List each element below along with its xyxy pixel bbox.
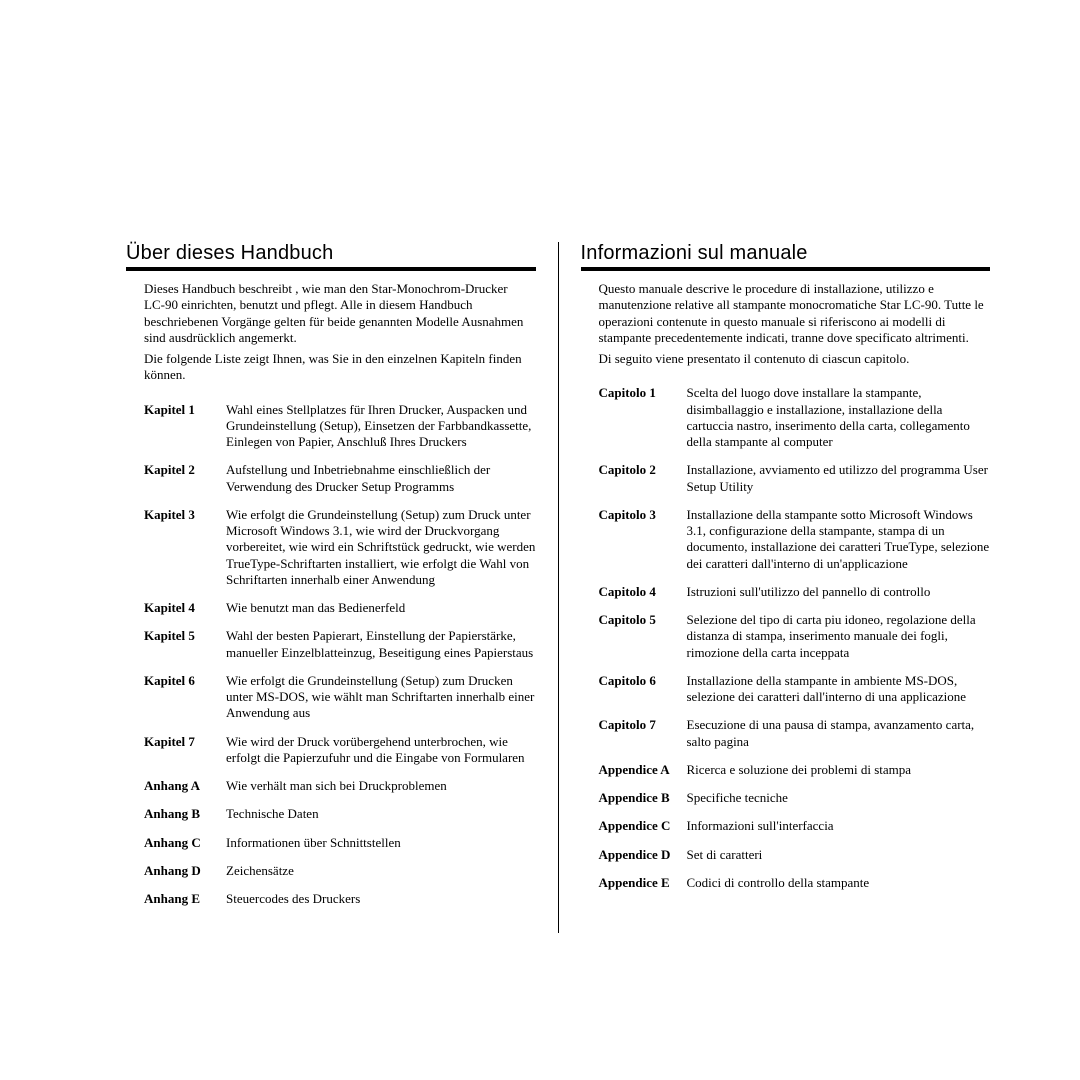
toc-label: Capitolo 6 [599,673,687,706]
toc-label: Capitolo 4 [599,584,687,600]
toc-desc: Installazione della stampante sotto Micr… [687,507,991,572]
toc-label: Kapitel 5 [144,628,226,661]
toc-desc: Scelta del luogo dove installare la stam… [687,385,991,450]
toc-desc: Esecuzione di una pausa di stampa, avanz… [687,717,991,750]
intro-italian-p1: Questo manuale descrive le procedure di … [599,281,987,346]
toc-row: Appendice C Informazioni sull'interfacci… [599,818,991,834]
intro-german-p1: Dieses Handbuch beschreibt , wie man den… [144,281,532,346]
toc-row: Appendice A Ricerca e soluzione dei prob… [599,762,991,778]
toc-label: Kapitel 3 [144,507,226,588]
toc-desc: Steuercodes des Druckers [226,891,536,907]
toc-label: Capitolo 3 [599,507,687,572]
heading-rule-italian [581,267,991,271]
toc-desc: Wahl eines Stellplatzes für Ihren Drucke… [226,402,536,451]
toc-label: Kapitel 6 [144,673,226,722]
toc-row: Kapitel 5 Wahl der besten Papierart, Ein… [144,628,536,661]
toc-desc: Informationen über Schnittstellen [226,835,536,851]
manual-page: Über dieses Handbuch Dieses Handbuch bes… [0,0,1080,1080]
toc-row: Kapitel 3 Wie erfolgt die Grundeinstellu… [144,507,536,588]
toc-label: Appendice D [599,847,687,863]
toc-row: Capitolo 6 Installazione della stampante… [599,673,991,706]
toc-label: Anhang D [144,863,226,879]
toc-desc: Ricerca e soluzione dei problemi di stam… [687,762,991,778]
toc-label: Kapitel 2 [144,462,226,495]
toc-desc: Selezione del tipo di carta piu idoneo, … [687,612,991,661]
toc-german: Kapitel 1 Wahl eines Stellplatzes für Ih… [144,402,536,908]
toc-row: Kapitel 4 Wie benutzt man das Bedienerfe… [144,600,536,616]
toc-desc: Wie erfolgt die Grundeinstellung (Setup)… [226,673,536,722]
toc-desc: Wie benutzt man das Bedienerfeld [226,600,536,616]
toc-desc: Codici di controllo della stampante [687,875,991,891]
toc-label: Capitolo 1 [599,385,687,450]
toc-row: Capitolo 2 Installazione, avviamento ed … [599,462,991,495]
toc-label: Anhang C [144,835,226,851]
toc-label: Capitolo 5 [599,612,687,661]
toc-label: Capitolo 7 [599,717,687,750]
toc-row: Anhang B Technische Daten [144,806,536,822]
toc-desc: Wie verhält man sich bei Druckproblemen [226,778,536,794]
toc-desc: Zeichensätze [226,863,536,879]
toc-label: Appendice B [599,790,687,806]
toc-desc: Aufstellung und Inbetriebnahme einschlie… [226,462,536,495]
toc-row: Capitolo 1 Scelta del luogo dove install… [599,385,991,450]
toc-row: Capitolo 7 Esecuzione di una pausa di st… [599,717,991,750]
column-italian: Informazioni sul manuale Questo manuale … [558,242,991,933]
heading-italian: Informazioni sul manuale [581,242,991,265]
toc-desc: Technische Daten [226,806,536,822]
toc-label: Anhang B [144,806,226,822]
toc-row: Capitolo 3 Installazione della stampante… [599,507,991,572]
toc-row: Kapitel 1 Wahl eines Stellplatzes für Ih… [144,402,536,451]
toc-label: Kapitel 1 [144,402,226,451]
heading-german: Über dieses Handbuch [126,242,536,265]
toc-label: Kapitel 7 [144,734,226,767]
intro-german-p2: Die folgende Liste zeigt Ihnen, was Sie … [144,351,532,384]
heading-rule-german [126,267,536,271]
toc-label: Appendice E [599,875,687,891]
toc-desc: Wie erfolgt die Grundeinstellung (Setup)… [226,507,536,588]
toc-row: Appendice B Specifiche tecniche [599,790,991,806]
toc-row: Anhang E Steuercodes des Druckers [144,891,536,907]
toc-label: Anhang E [144,891,226,907]
toc-desc: Wie wird der Druck vorübergehend unterbr… [226,734,536,767]
toc-label: Capitolo 2 [599,462,687,495]
toc-label: Appendice A [599,762,687,778]
toc-label: Anhang A [144,778,226,794]
toc-desc: Specifiche tecniche [687,790,991,806]
intro-german: Dieses Handbuch beschreibt , wie man den… [144,281,532,384]
toc-label: Appendice C [599,818,687,834]
toc-row: Appendice E Codici di controllo della st… [599,875,991,891]
toc-desc: Installazione, avviamento ed utilizzo de… [687,462,991,495]
toc-row: Capitolo 5 Selezione del tipo di carta p… [599,612,991,661]
toc-italian: Capitolo 1 Scelta del luogo dove install… [599,385,991,891]
toc-row: Appendice D Set di caratteri [599,847,991,863]
toc-label: Kapitel 4 [144,600,226,616]
toc-row: Kapitel 7 Wie wird der Druck vorübergehe… [144,734,536,767]
intro-italian: Questo manuale descrive le procedure di … [599,281,987,367]
toc-row: Anhang C Informationen über Schnittstell… [144,835,536,851]
toc-row: Capitolo 4 Istruzioni sull'utilizzo del … [599,584,991,600]
toc-desc: Set di caratteri [687,847,991,863]
toc-desc: Istruzioni sull'utilizzo del pannello di… [687,584,991,600]
toc-row: Kapitel 6 Wie erfolgt die Grundeinstellu… [144,673,536,722]
toc-desc: Informazioni sull'interfaccia [687,818,991,834]
toc-row: Anhang A Wie verhält man sich bei Druckp… [144,778,536,794]
toc-desc: Wahl der besten Papierart, Einstellung d… [226,628,536,661]
two-column-layout: Über dieses Handbuch Dieses Handbuch bes… [126,242,990,933]
column-german: Über dieses Handbuch Dieses Handbuch bes… [126,242,558,933]
toc-row: Kapitel 2 Aufstellung und Inbetriebnahme… [144,462,536,495]
toc-desc: Installazione della stampante in ambient… [687,673,991,706]
intro-italian-p2: Di seguito viene presentato il contenuto… [599,351,987,367]
toc-row: Anhang D Zeichensätze [144,863,536,879]
